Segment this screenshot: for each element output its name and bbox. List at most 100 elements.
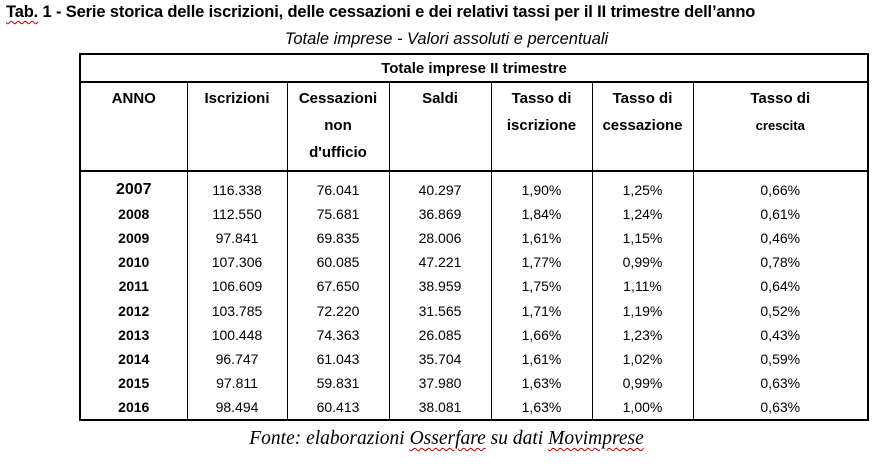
cell-iscrizioni: 97.811 [187, 370, 288, 395]
table-caption-row: Totale imprese II trimestre [81, 55, 867, 83]
table-row: 2012 103.785 72.220 31.565 1,71% 1,19% 0,52% [81, 298, 867, 323]
cell-tasso-iscrizione: 1,75% [491, 274, 593, 299]
cell-tasso-iscrizione: 1,63% [491, 394, 593, 419]
cell-tasso-cessazione: 0,99% [592, 250, 694, 275]
cell-cessazioni: 59.831 [287, 370, 390, 395]
table-row: 2008 112.550 75.681 36.869 1,84% 1,24% 0,61% [81, 202, 867, 227]
header-row: ANNO Iscrizioni Cessazioni non d'ufficio Sald… [81, 82, 867, 172]
cell-anno: 2010 [81, 250, 188, 275]
cell-tasso-crescita: 0,46% [760, 230, 801, 247]
cell-cessazioni: 75.681 [287, 202, 390, 227]
cell-anno: 2007 [81, 171, 188, 203]
cell-tasso-crescita: 0,63% [760, 374, 801, 391]
cell-saldi: 37.980 [389, 370, 492, 395]
cell-saldi: 38.081 [389, 394, 492, 419]
cell-tasso-cessazione: 0,99% [592, 370, 694, 395]
cell-tasso-iscrizione: 1,71% [491, 298, 593, 323]
table-row: 2014 96.747 61.043 35.704 1,61% 1,02% 0,59% [81, 346, 867, 371]
cell-tasso-iscrizione: 1,66% [491, 322, 593, 347]
cell-anno: 2012 [81, 298, 188, 323]
cell-saldi: 31.565 [389, 298, 492, 323]
header-saldi-line: Saldi [422, 90, 458, 107]
cell-anno: 2008 [81, 202, 188, 227]
source-text-3: su dati [485, 428, 549, 449]
cell-tasso-cessazione: 1,02% [592, 346, 694, 371]
cell-anno: 2011 [81, 274, 188, 299]
table-row: 2015 97.811 59.831 37.980 1,63% 0,99% 0,63% [81, 370, 867, 395]
cell-saldi: 38.959 [389, 274, 492, 299]
header-tasso-cessazione-line: Tasso di [612, 90, 673, 107]
cell-tasso-iscrizione: 1,84% [491, 202, 593, 227]
cell-cessazioni: 60.085 [287, 250, 390, 275]
header-tasso-crescita-line: Tasso di [750, 90, 811, 107]
table-title: Tab. 1 - Serie storica delle iscrizioni,… [6, 3, 881, 22]
cell-tasso-crescita: 0,64% [760, 278, 801, 295]
header-tasso-crescita: Tasso di crescita [693, 82, 867, 172]
cell-tasso-cessazione: 1,23% [592, 322, 694, 347]
cell-tasso-iscrizione: 1,77% [491, 250, 593, 275]
cell-tasso-iscrizione: 1,61% [491, 226, 593, 251]
header-tasso-iscrizione-line: Tasso di [511, 90, 572, 107]
title-prefix: Tab. [6, 3, 39, 21]
cell-saldi: 28.006 [389, 226, 492, 251]
cell-tasso-iscrizione: 1,90% [491, 171, 593, 203]
cell-cessazioni: 76.041 [287, 171, 390, 203]
cell-anno: 2016 [81, 394, 188, 419]
cell-cessazioni: 74.363 [287, 322, 390, 347]
cell-iscrizioni: 107.306 [187, 250, 288, 275]
header-tasso-iscrizione: Tasso di iscrizione [491, 82, 593, 172]
cell-iscrizioni: 112.550 [187, 202, 288, 227]
cell-tasso-cessazione: 1,25% [592, 171, 694, 203]
cell-tasso-crescita: 0,59% [760, 350, 801, 367]
header-cessazioni-line: Cessazioni [298, 90, 378, 107]
header-anno-line: ANNO [111, 90, 156, 107]
table-row: 2016 98.494 60.413 38.081 1,63% 1,00% 0,63% [81, 394, 867, 419]
table-row: 2010 107.306 60.085 47.221 1,77% 0,99% 0,78% [81, 250, 867, 275]
cell-tasso-cessazione: 1,00% [592, 394, 694, 419]
header-saldi: Saldi [389, 82, 492, 172]
source-text-2: Osserfare [409, 428, 486, 449]
title-text: 1 - Serie storica delle iscrizioni, dell… [38, 3, 756, 21]
cell-anno: 2013 [81, 322, 188, 347]
cell-iscrizioni: 103.785 [187, 298, 288, 323]
header-iscrizioni-line: Iscrizioni [204, 90, 270, 107]
cell-tasso-crescita: 0,61% [760, 206, 801, 223]
header-cessazioni-line: non [324, 117, 352, 134]
cell-cessazioni: 69.835 [287, 226, 390, 251]
table-row: 2007 116.338 76.041 40.297 1,90% 1,25% 0,66% [81, 171, 867, 203]
cell-anno: 2015 [81, 370, 188, 395]
table-caption: Totale imprese II trimestre [81, 55, 867, 83]
cell-cessazioni: 67.650 [287, 274, 390, 299]
source-text-4: Movimprese [548, 428, 644, 449]
cell-anno: 2014 [81, 346, 188, 371]
cell-saldi: 40.297 [389, 171, 492, 203]
cell-iscrizioni: 116.338 [187, 171, 288, 203]
cell-iscrizioni: 106.609 [187, 274, 288, 299]
source-note: Fonte: elaborazioni Osserfare su dati Mo… [0, 428, 883, 450]
cell-tasso-iscrizione: 1,63% [491, 370, 593, 395]
header-iscrizioni: Iscrizioni [187, 82, 288, 172]
header-tasso-cessazione: Tasso di cessazione [592, 82, 694, 172]
cell-cessazioni: 61.043 [287, 346, 390, 371]
cell-tasso-crescita: 0,43% [760, 326, 801, 343]
cell-saldi: 47.221 [389, 250, 492, 275]
cell-cessazioni: 60.413 [287, 394, 390, 419]
data-table: Totale imprese II trimestre ANNO Iscrizio… [81, 55, 867, 419]
data-table-frame: Totale imprese II trimestre ANNO Iscrizio… [79, 53, 869, 421]
header-tasso-cessazione-line: cessazione [602, 117, 683, 134]
cell-saldi: 36.869 [389, 202, 492, 227]
header-cessazioni-line: d'ufficio [309, 144, 367, 161]
header-tasso-crescita-line: crescita [755, 118, 805, 133]
cell-anno: 2009 [81, 226, 188, 251]
cell-tasso-cessazione: 1,11% [592, 274, 694, 299]
cell-tasso-cessazione: 1,24% [592, 202, 694, 227]
table-row: 2011 106.609 67.650 38.959 1,75% 1,11% 0,64% [81, 274, 867, 299]
cell-saldi: 35.704 [389, 346, 492, 371]
source-text-1: Fonte: elaborazioni [249, 428, 410, 449]
cell-tasso-crescita: 0,52% [760, 302, 801, 319]
cell-tasso-cessazione: 1,19% [592, 298, 694, 323]
header-anno: ANNO [81, 82, 188, 172]
cell-tasso-crescita: 0,66% [760, 182, 801, 199]
cell-saldi: 26.085 [389, 322, 492, 347]
cell-iscrizioni: 97.841 [187, 226, 288, 251]
